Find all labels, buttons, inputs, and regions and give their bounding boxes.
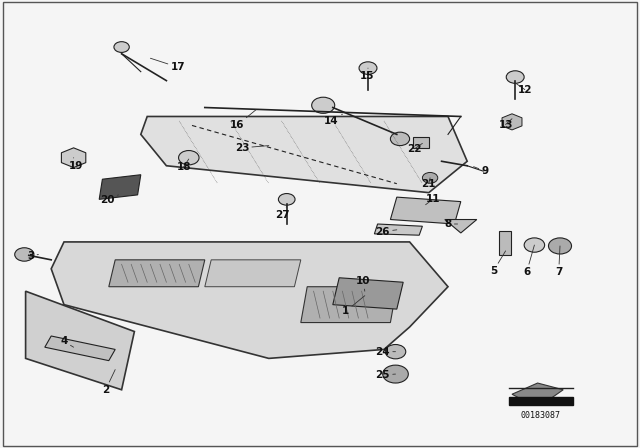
- Text: 10: 10: [356, 276, 370, 291]
- Text: 25: 25: [376, 370, 396, 380]
- Text: 12: 12: [515, 83, 532, 95]
- Text: 23: 23: [235, 143, 269, 153]
- Polygon shape: [99, 175, 141, 199]
- Polygon shape: [109, 260, 205, 287]
- Polygon shape: [390, 197, 461, 224]
- Text: 5: 5: [490, 251, 506, 276]
- Text: 21: 21: [422, 178, 436, 189]
- Polygon shape: [333, 278, 403, 309]
- Text: 26: 26: [376, 227, 397, 237]
- Circle shape: [422, 172, 438, 183]
- Text: 4: 4: [60, 336, 74, 347]
- Text: 13: 13: [499, 119, 513, 129]
- Text: 3: 3: [27, 251, 38, 261]
- Polygon shape: [45, 336, 115, 361]
- Circle shape: [312, 97, 335, 113]
- Bar: [413, 137, 429, 148]
- Bar: [499, 231, 511, 255]
- Circle shape: [524, 238, 545, 252]
- Circle shape: [278, 194, 295, 205]
- Text: 00183087: 00183087: [521, 411, 561, 420]
- Polygon shape: [26, 291, 134, 390]
- Circle shape: [15, 248, 34, 261]
- Polygon shape: [205, 260, 301, 287]
- Bar: [509, 397, 573, 405]
- Text: 27: 27: [276, 206, 290, 220]
- Text: 16: 16: [230, 110, 256, 130]
- Circle shape: [506, 71, 524, 83]
- Text: 15: 15: [360, 68, 374, 81]
- Circle shape: [114, 42, 129, 52]
- Text: 24: 24: [376, 347, 396, 357]
- Polygon shape: [374, 224, 422, 235]
- Text: 22: 22: [408, 143, 422, 154]
- Polygon shape: [512, 383, 563, 401]
- Text: 17: 17: [150, 58, 185, 72]
- Text: 2: 2: [102, 370, 115, 395]
- Text: 11: 11: [426, 194, 440, 205]
- Polygon shape: [141, 116, 467, 193]
- Text: 7: 7: [555, 246, 563, 277]
- Polygon shape: [51, 242, 448, 358]
- Text: 8: 8: [444, 219, 458, 229]
- Circle shape: [359, 62, 377, 74]
- Circle shape: [179, 151, 199, 165]
- Polygon shape: [301, 287, 397, 323]
- Circle shape: [383, 365, 408, 383]
- Polygon shape: [445, 220, 477, 233]
- Text: 14: 14: [324, 114, 342, 126]
- Circle shape: [385, 345, 406, 359]
- Text: 9: 9: [474, 166, 489, 176]
- Text: 18: 18: [177, 159, 191, 172]
- Circle shape: [548, 238, 572, 254]
- Text: 20: 20: [100, 195, 118, 205]
- Text: 1: 1: [342, 296, 365, 316]
- Text: 6: 6: [523, 245, 534, 277]
- Circle shape: [390, 132, 410, 146]
- Text: 19: 19: [68, 158, 83, 171]
